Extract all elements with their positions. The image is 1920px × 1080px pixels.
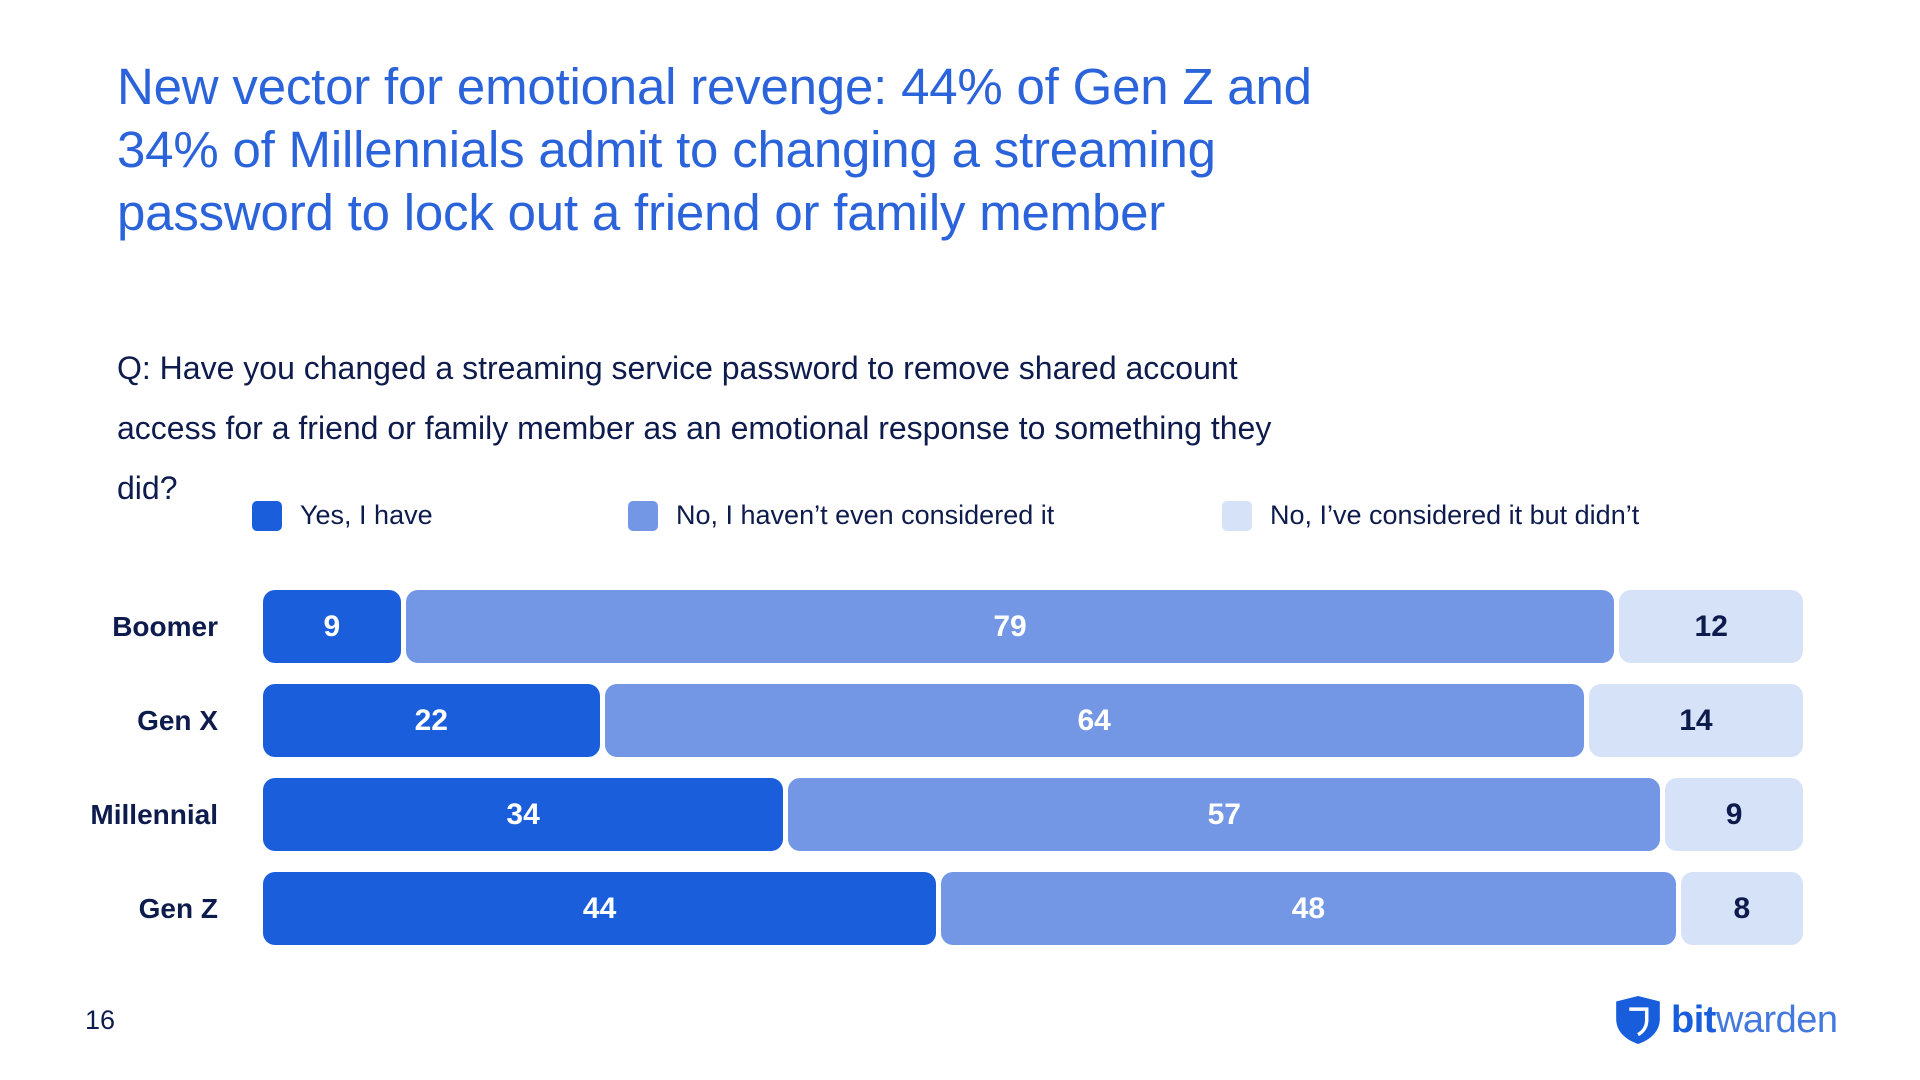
legend-label: No, I haven’t even considered it: [676, 500, 1055, 530]
bar-track: 44 48 8: [263, 872, 1804, 945]
category-label: Boomer: [112, 610, 218, 642]
bitwarden-logo: bitwarden: [1616, 996, 1838, 1044]
bar-row: Gen X 22 64 14: [0, 684, 1803, 757]
bar-segment: 34: [263, 778, 784, 851]
bar-track: 22 64 14: [263, 684, 1803, 757]
survey-question: Q: Have you changed a streaming service …: [117, 338, 1271, 518]
survey-question-line-2: access for a friend or family member as …: [117, 410, 1272, 446]
slide-title-line-1: New vector for emotional revenge: 44% of…: [117, 58, 1312, 115]
bar-segment: 9: [263, 590, 401, 663]
bitwarden-shield-icon: [1616, 996, 1660, 1044]
legend-swatch: [1222, 500, 1252, 531]
chart-legend: Yes, I have No, I haven’t even considered…: [0, 500, 1920, 534]
slide-title-line-3: password to lock out a friend or family …: [117, 184, 1166, 241]
legend-label: No, I’ve considered it but didn’t: [1270, 500, 1640, 530]
legend-item: No, I’ve considered it but didn’t: [1222, 500, 1639, 531]
bitwarden-wordmark: bitwarden: [1671, 1001, 1838, 1039]
stacked-bar-chart: Boomer 9 79 12 Gen X 22 64 14 Millennial 34 57 9 Gen…: [0, 590, 1804, 966]
slide-title: New vector for emotional revenge: 44% of…: [117, 55, 1312, 244]
bar-segment: 14: [1588, 684, 1803, 757]
bar-segment: 64: [604, 684, 1584, 757]
legend-label: Yes, I have: [300, 500, 433, 530]
bar-row: Millennial 34 57 9: [0, 778, 1803, 851]
bar-segment: 8: [1680, 872, 1804, 945]
bar-track: 34 57 9: [263, 778, 1803, 851]
bar-segment: 57: [788, 778, 1661, 851]
bitwarden-wordmark-light: warden: [1715, 999, 1838, 1041]
page-number: 16: [85, 1005, 116, 1035]
category-label: Millennial: [90, 798, 218, 830]
bar-segment: 48: [941, 872, 1676, 945]
bar-row: Boomer 9 79 12: [0, 590, 1803, 663]
bar-segment: 79: [405, 590, 1615, 663]
survey-question-line-3: did?: [117, 470, 178, 506]
bar-segment: 22: [263, 684, 600, 757]
bar-segment: 12: [1619, 590, 1803, 663]
legend-item: No, I haven’t even considered it: [628, 500, 1054, 531]
legend-item: Yes, I have: [252, 500, 433, 531]
category-label: Gen X: [137, 704, 218, 736]
bar-segment: 44: [263, 872, 937, 945]
category-label: Gen Z: [138, 892, 218, 924]
bitwarden-wordmark-bold: bit: [1671, 999, 1716, 1041]
bar-row: Gen Z 44 48 8: [0, 872, 1804, 945]
legend-swatch: [628, 500, 658, 531]
survey-question-line-1: Q: Have you changed a streaming service …: [117, 350, 1238, 386]
bar-segment: 9: [1665, 778, 1803, 851]
slide-title-line-2: 34% of Millennials admit to changing a s…: [117, 121, 1216, 178]
legend-swatch: [252, 500, 282, 531]
bar-track: 9 79 12: [263, 590, 1803, 663]
